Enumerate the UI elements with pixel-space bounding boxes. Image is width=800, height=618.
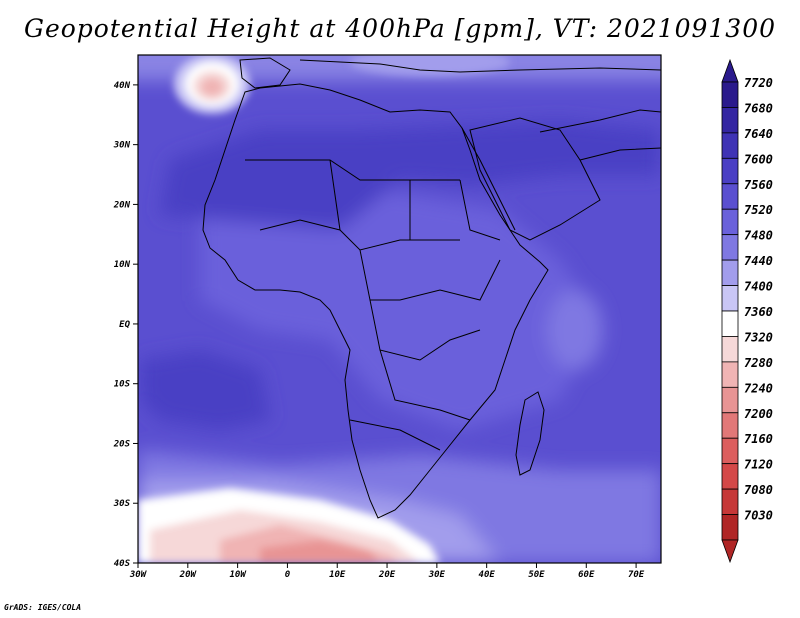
lon-tick-label: 70E — [628, 570, 645, 580]
colorbar-swatch — [721, 463, 739, 490]
lon-tick-label: 60E — [578, 570, 595, 580]
colorbar-label: 7680 — [744, 101, 773, 115]
colorbar-label: 7440 — [744, 254, 773, 268]
lat-tick-label: 20S — [113, 439, 131, 449]
colorbar-swatch — [721, 361, 739, 388]
colorbar-label: 7600 — [744, 152, 773, 166]
map-title: Geopotential Height at 400hPa [gpm], VT:… — [23, 14, 777, 43]
colorbar-swatch — [721, 132, 739, 159]
lon-tick-label: 10E — [329, 570, 346, 580]
colorbar-label: 7280 — [744, 356, 773, 370]
lat-tick-label: 20N — [113, 200, 131, 210]
colorbar-label: 7240 — [744, 381, 773, 395]
colorbar-label: 7360 — [744, 305, 773, 319]
lon-tick-label: 0 — [285, 570, 291, 580]
latitude-axis: 40N 30N 20N 10N EQ 10S 20S 30S 40S — [113, 81, 138, 569]
colorbar-swatch — [721, 183, 739, 210]
colorbar-label: 7200 — [744, 407, 773, 421]
colorbar-swatch — [721, 386, 739, 414]
colorbar-swatch — [721, 107, 739, 134]
colorbar-swatch — [721, 437, 739, 465]
lat-tick-label: 40N — [114, 81, 131, 91]
lon-tick-label: 40E — [479, 570, 496, 580]
colorbar-label: 7720 — [744, 76, 773, 90]
colorbar-swatch — [721, 234, 739, 261]
colorbar-label: 7120 — [744, 458, 773, 472]
lon-tick-label: 20E — [378, 570, 396, 580]
coastlines — [202, 57, 661, 519]
colorbar-top-arrow — [721, 58, 739, 83]
colorbar-label: 7080 — [744, 483, 773, 497]
colorbar-swatch — [721, 208, 739, 236]
colorbar-label: 7640 — [744, 127, 773, 141]
credit-text: GrADS: IGES/COLA — [4, 603, 82, 612]
colorbar-label: 7160 — [744, 432, 773, 446]
lat-tick-label: 30N — [113, 141, 131, 151]
colorbar-label: 7480 — [744, 229, 773, 243]
lon-tick-label: 30W — [129, 570, 148, 580]
colorbar-label: 7030 — [744, 509, 773, 523]
longitude-axis: 30W 20W 10W 0 10E 20E 30E 40E 50E 60E 70E — [129, 563, 645, 580]
colorbar-label: 7520 — [744, 203, 773, 217]
lat-tick-label: 10S — [114, 380, 131, 390]
map-frame — [137, 54, 662, 564]
colorbar-swatch — [721, 157, 739, 185]
colorbar-label: 7560 — [744, 178, 773, 192]
height-field — [138, 55, 661, 563]
lon-tick-label: 50E — [528, 570, 545, 580]
lon-tick-label: 20W — [179, 570, 198, 580]
colorbar-label: 7400 — [744, 280, 773, 294]
colorbar-swatch — [721, 514, 739, 541]
colorbar-swatch — [721, 81, 739, 108]
lat-tick-label: 10N — [114, 260, 131, 270]
lat-tick-label: EQ — [119, 320, 130, 330]
colorbar-bottom-arrow — [721, 539, 739, 564]
colorbar-label: 7320 — [744, 330, 773, 344]
colorbar-swatch — [721, 310, 739, 337]
colorbar-swatch — [721, 285, 739, 312]
colorbar: 7720 7680 7640 7600 7560 7520 7480 7440 7400 7360… — [721, 58, 773, 564]
colorbar-swatch — [721, 259, 739, 286]
colorbar-swatch — [721, 488, 739, 515]
colorbar-swatch — [721, 336, 739, 363]
lon-tick-label: 30E — [428, 570, 446, 580]
lat-tick-label: 40S — [114, 559, 131, 569]
colorbar-swatch — [721, 412, 739, 439]
lat-tick-label: 30S — [113, 499, 131, 509]
lon-tick-label: 10W — [229, 570, 247, 580]
